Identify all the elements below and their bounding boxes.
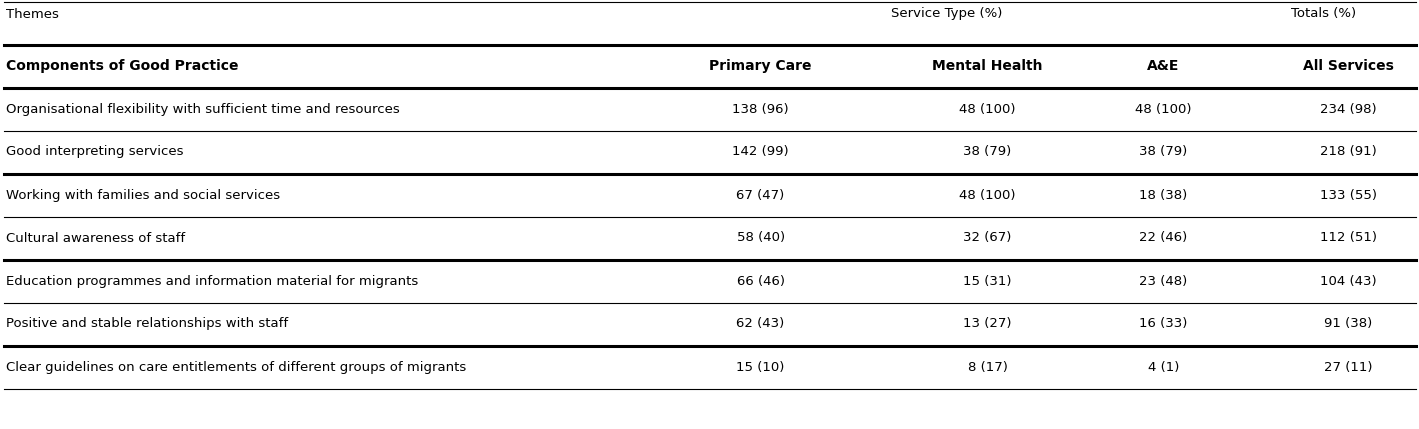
Text: Working with families and social services: Working with families and social service… [6, 188, 280, 202]
Text: 15 (31): 15 (31) [964, 275, 1012, 287]
Text: 133 (55): 133 (55) [1320, 188, 1376, 202]
Text: Service Type (%): Service Type (%) [891, 7, 1002, 21]
Text: 91 (38): 91 (38) [1324, 317, 1372, 330]
Text: 234 (98): 234 (98) [1320, 103, 1376, 115]
Text: Primary Care: Primary Care [710, 59, 812, 73]
Text: 38 (79): 38 (79) [964, 145, 1012, 158]
Text: 8 (17): 8 (17) [968, 360, 1007, 374]
Text: 104 (43): 104 (43) [1320, 275, 1376, 287]
Text: Mental Health: Mental Health [932, 59, 1043, 73]
Text: 38 (79): 38 (79) [1139, 145, 1188, 158]
Text: 48 (100): 48 (100) [1135, 103, 1192, 115]
Text: Components of Good Practice: Components of Good Practice [6, 59, 238, 73]
Text: 16 (33): 16 (33) [1139, 317, 1188, 330]
Text: Totals (%): Totals (%) [1291, 7, 1357, 21]
Text: 112 (51): 112 (51) [1320, 232, 1376, 245]
Text: Cultural awareness of staff: Cultural awareness of staff [6, 232, 184, 245]
Text: Themes: Themes [6, 7, 58, 21]
Text: 67 (47): 67 (47) [736, 188, 785, 202]
Text: 58 (40): 58 (40) [736, 232, 785, 245]
Text: Good interpreting services: Good interpreting services [6, 145, 183, 158]
Text: Clear guidelines on care entitlements of different groups of migrants: Clear guidelines on care entitlements of… [6, 360, 465, 374]
Text: 15 (10): 15 (10) [736, 360, 785, 374]
Text: 22 (46): 22 (46) [1139, 232, 1188, 245]
Text: 142 (99): 142 (99) [732, 145, 789, 158]
Text: Education programmes and information material for migrants: Education programmes and information mat… [6, 275, 419, 287]
Text: 23 (48): 23 (48) [1139, 275, 1188, 287]
Text: 18 (38): 18 (38) [1139, 188, 1188, 202]
Text: 27 (11): 27 (11) [1324, 360, 1372, 374]
Text: 66 (46): 66 (46) [736, 275, 785, 287]
Text: 62 (43): 62 (43) [736, 317, 785, 330]
Text: Organisational flexibility with sufficient time and resources: Organisational flexibility with sufficie… [6, 103, 399, 115]
Text: 48 (100): 48 (100) [959, 188, 1016, 202]
Text: 138 (96): 138 (96) [732, 103, 789, 115]
Text: A&E: A&E [1148, 59, 1179, 73]
Text: 32 (67): 32 (67) [964, 232, 1012, 245]
Text: All Services: All Services [1303, 59, 1393, 73]
Text: 4 (1): 4 (1) [1148, 360, 1179, 374]
Text: 218 (91): 218 (91) [1320, 145, 1376, 158]
Text: 13 (27): 13 (27) [964, 317, 1012, 330]
Text: 48 (100): 48 (100) [959, 103, 1016, 115]
Text: Positive and stable relationships with staff: Positive and stable relationships with s… [6, 317, 288, 330]
